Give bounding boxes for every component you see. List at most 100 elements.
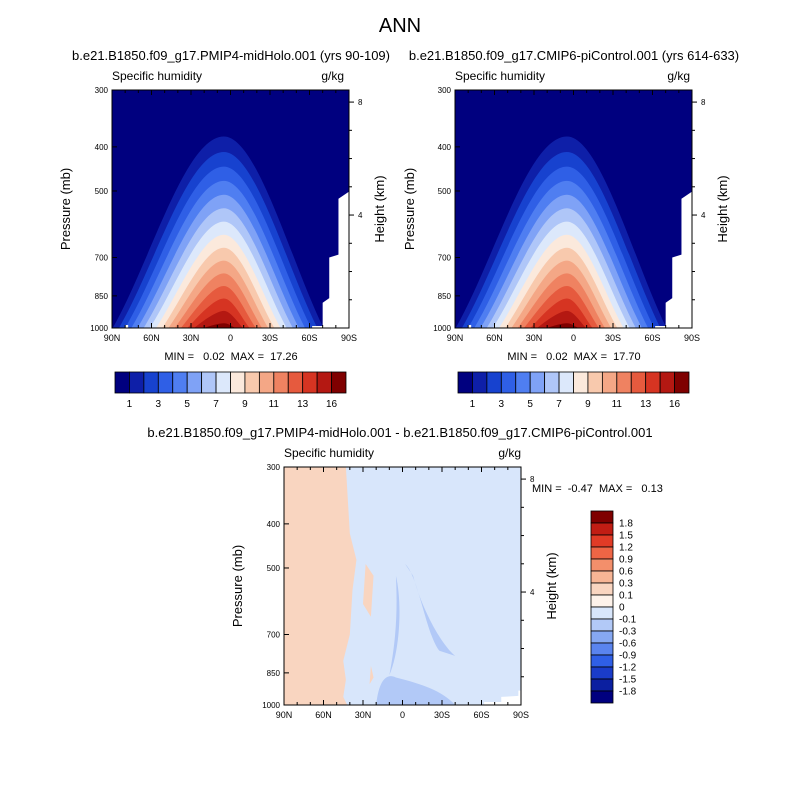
y-tick-label: 400	[267, 520, 281, 529]
colorbar-label: 11	[612, 399, 623, 410]
colorbar-label: 1	[470, 399, 476, 410]
x-tick-label: 30N	[526, 333, 543, 343]
y-axis-label: Pressure (mb)	[230, 545, 245, 627]
colorbar-swatch	[331, 371, 347, 394]
colorbar-label: -1.8	[619, 687, 637, 698]
x-tick-label: 90S	[513, 710, 529, 720]
colorbar-swatch	[544, 371, 560, 394]
contour-band-positive	[284, 467, 357, 705]
field-label: Specific humidity	[112, 69, 202, 83]
x-tick-label: 60N	[486, 333, 503, 343]
contour-field	[112, 90, 349, 328]
y-tick-label: 700	[267, 630, 281, 639]
colorbar-label: 1.5	[619, 531, 633, 542]
x-tick-label: 30N	[183, 333, 200, 343]
colorbar-label: 13	[297, 399, 309, 410]
panel-picontrol: b.e21.B1850.f09_g17.CMIP6-piControl.001 …	[402, 48, 739, 410]
colorbar-swatch	[186, 371, 203, 394]
y-axis-label: Pressure (mb)	[58, 168, 73, 250]
colorbar-swatch	[674, 371, 690, 394]
x-tick-label: 60N	[143, 333, 160, 343]
x-tick-label: 90S	[341, 333, 357, 343]
y-axis-label: Pressure (mb)	[402, 168, 417, 250]
colorbar-label: -0.3	[619, 627, 637, 638]
x-tick-label: 90N	[447, 333, 464, 343]
y-tick-label: 300	[95, 86, 109, 95]
y2-axis-label: Height (km)	[544, 552, 559, 619]
x-tick-label: 0	[571, 333, 576, 343]
colorbar-label: 0.1	[619, 591, 633, 602]
colorbar-label: -1.5	[619, 675, 637, 686]
axes: 90N 60N 30N 0 30S 60S 90S 300 400 500 700 850 1000 8 4	[262, 463, 535, 720]
colorbar-swatch	[472, 371, 488, 394]
colorbar-label: 9	[585, 399, 591, 410]
y2-tick-label: 8	[530, 475, 535, 484]
colorbar-swatch	[215, 371, 231, 394]
missing-data-mask	[484, 690, 521, 705]
colorbar: 1.81.51.20.90.60.30.10-0.1-0.3-0.6-0.9-1…	[590, 510, 637, 704]
colorbar-swatch	[590, 522, 614, 536]
colorbar-swatch	[590, 582, 614, 596]
y-tick-label: 300	[438, 86, 452, 95]
colorbar-label: 16	[669, 399, 681, 410]
colorbar: 1 3 5 7 9 11 13 16	[457, 371, 690, 410]
y2-tick-label: 4	[530, 588, 535, 597]
y-tick-label: 1000	[433, 324, 451, 333]
colorbar-label: 0.6	[619, 567, 633, 578]
panel-heading: b.e21.B1850.f09_g17.PMIP4-midHolo.001 (y…	[72, 48, 390, 63]
y-tick-label: 300	[267, 463, 281, 472]
colorbar-label: 0	[619, 603, 625, 614]
colorbar-swatch	[230, 371, 246, 394]
colorbar-swatch	[258, 371, 275, 394]
x-tick-label: 90N	[104, 333, 121, 343]
colorbar-label: 0.3	[619, 579, 633, 590]
y2-tick-label: 4	[358, 211, 363, 220]
axes: 90N 60N 30N 0 30S 60S 90S 300 400 500 700 850 1000 8 4	[433, 86, 706, 343]
colorbar-label: -0.1	[619, 615, 637, 626]
missing-data-mask	[655, 191, 692, 328]
colorbar-swatch	[457, 371, 473, 394]
x-tick-label: 90N	[276, 710, 293, 720]
colorbar-swatch	[590, 678, 614, 692]
colorbar-swatch	[273, 371, 289, 394]
y-tick-label: 850	[438, 292, 452, 301]
y2-axis-label: Height (km)	[715, 175, 730, 242]
colorbar-swatch	[114, 371, 130, 394]
colorbar-swatch	[500, 371, 517, 394]
colorbar-swatch	[515, 371, 531, 394]
figure-title: ANN	[379, 15, 421, 37]
x-tick-label: 30S	[434, 710, 450, 720]
colorbar-label: 11	[269, 399, 280, 410]
colorbar-label: 1.8	[619, 519, 633, 530]
panel-heading: b.e21.B1850.f09_g17.CMIP6-piControl.001 …	[409, 48, 739, 63]
colorbar-swatch	[157, 371, 174, 394]
colorbar-label: -0.9	[619, 651, 637, 662]
colorbar-label: 3	[156, 399, 162, 410]
colorbar-label: 5	[184, 399, 190, 410]
y-tick-label: 1000	[262, 701, 280, 710]
y2-tick-label: 8	[701, 98, 706, 107]
x-tick-label: 60S	[301, 333, 317, 343]
colorbar-swatch	[590, 570, 614, 584]
colorbar-label: -1.2	[619, 663, 637, 674]
colorbar-swatch	[558, 371, 574, 394]
units-label: g/kg	[667, 69, 690, 83]
missing-data-mask	[125, 325, 129, 328]
colorbar-label: 5	[527, 399, 533, 410]
units-label: g/kg	[321, 69, 344, 83]
axes: 90N 60N 30N 0 30S 60S 90S 300 400 500 700 850 1000 8 4	[90, 86, 363, 343]
colorbar-swatch	[590, 690, 614, 704]
panel-difference: b.e21.B1850.f09_g17.PMIP4-midHolo.001 - …	[147, 425, 662, 720]
y-tick-label: 700	[95, 253, 109, 262]
colorbar-swatch	[659, 371, 675, 394]
y-tick-label: 400	[438, 143, 452, 152]
colorbar-swatch	[630, 371, 647, 394]
units-label: g/kg	[498, 446, 521, 460]
contour-field	[284, 467, 521, 705]
colorbar-swatch	[590, 630, 614, 644]
missing-data-mask	[468, 325, 472, 328]
y-tick-label: 500	[95, 187, 109, 196]
y2-axis-label: Height (km)	[372, 175, 387, 242]
colorbar-swatch	[587, 371, 603, 394]
colorbar-swatch	[590, 642, 614, 656]
